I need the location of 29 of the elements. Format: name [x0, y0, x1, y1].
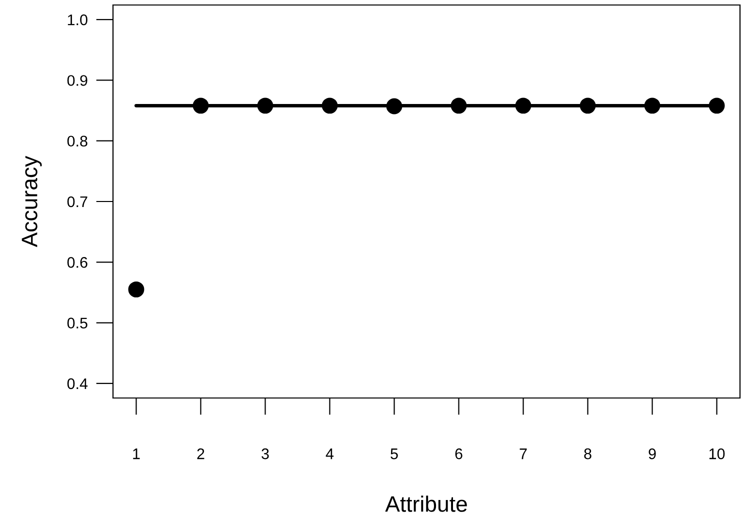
y-tick-label: 0.4: [67, 378, 88, 390]
y-tick-label: 0.9: [67, 75, 88, 86]
x-tick-label: 3: [262, 448, 269, 460]
y-tick-label: 0.5: [67, 318, 88, 328]
point: [580, 98, 596, 114]
point: [128, 281, 144, 298]
y-tick-label: 0.8: [67, 136, 88, 147]
x-tick-label: 7: [520, 448, 527, 460]
point: [708, 98, 725, 114]
point: [386, 98, 402, 114]
x-tick-label: 5: [390, 448, 398, 460]
y-tick-label: 0.6: [67, 257, 88, 268]
x-tick-label: 8: [584, 448, 592, 460]
y-axis-title: Accuracy: [22, 156, 42, 248]
x-axis-title: Attribute: [385, 496, 467, 512]
point: [515, 98, 532, 114]
point: [322, 98, 338, 114]
x-tick-label: 2: [197, 448, 204, 460]
point: [192, 98, 209, 114]
y-tick-label: 1.0: [68, 14, 88, 26]
point: [644, 98, 660, 114]
x-tick-label: 9: [648, 448, 656, 460]
x-tick-label: 10: [709, 448, 725, 460]
x-tick-label: 1: [133, 448, 140, 460]
point: [450, 98, 467, 114]
x-tick-label: 4: [326, 448, 334, 460]
y-tick-label: 0.7: [67, 196, 88, 208]
point: [257, 98, 274, 114]
x-tick-label: 6: [455, 448, 462, 460]
